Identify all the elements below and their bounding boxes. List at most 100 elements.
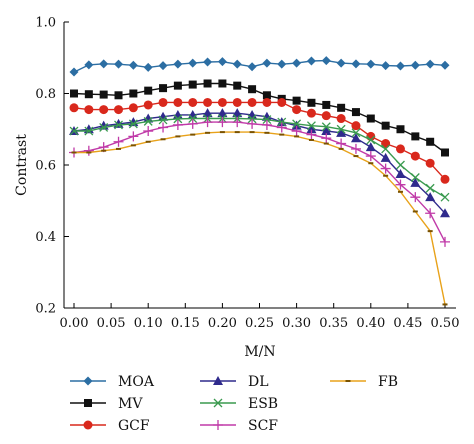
point-gcf-3 — [114, 105, 124, 115]
point-mv-11 — [233, 81, 242, 90]
point-mv-9 — [203, 79, 212, 88]
point-esb-6 — [158, 115, 168, 125]
point-dl-18 — [336, 127, 347, 137]
point-gcf-23 — [410, 151, 420, 161]
legend-label-esb: ESB — [248, 396, 278, 412]
point-scf-21 — [380, 163, 391, 174]
legend-item-fb: FB — [330, 374, 398, 390]
point-scf-13 — [261, 119, 272, 130]
point-fb-7 — [175, 135, 181, 138]
x-axis-label: M/N — [244, 344, 275, 360]
series-line-gcf — [73, 101, 446, 180]
series-mv — [70, 79, 449, 157]
point-esb-16 — [306, 121, 316, 131]
point-esb-15 — [292, 119, 302, 129]
point-fb-1 — [86, 151, 92, 154]
point-gcf-5 — [143, 100, 153, 110]
x-tick-label-3: 0.15 — [171, 316, 200, 331]
x-tick-label-7: 0.35 — [319, 316, 348, 331]
legend-label-gcf: GCF — [118, 418, 150, 434]
point-moa-14 — [277, 59, 287, 69]
point-gcf-1 — [84, 105, 94, 115]
x-ticks: 0.00 0.05 0.10 0.15 0.20 0.25 0.30 0.35 0.40 0.45… — [60, 303, 459, 331]
point-scf-23 — [410, 192, 421, 203]
point-moa-7 — [173, 59, 183, 69]
x-tick-label-9: 0.45 — [393, 316, 422, 331]
point-scf-6 — [158, 122, 169, 133]
legend-label-moa: MOA — [118, 374, 155, 390]
point-scf-22 — [395, 179, 406, 190]
point-mv-4 — [129, 89, 138, 98]
point-mv-21 — [381, 121, 390, 130]
point-gcf-24 — [425, 158, 435, 168]
point-mv-5 — [144, 86, 153, 95]
point-gcf-16 — [306, 108, 316, 118]
point-moa-12 — [247, 62, 257, 72]
point-moa-25 — [440, 60, 450, 70]
series-layer — [69, 56, 450, 306]
point-fb-14 — [279, 133, 285, 136]
point-moa-8 — [188, 58, 198, 68]
point-esb-17 — [321, 122, 331, 132]
point-fb-24 — [427, 230, 433, 233]
point-dl-5 — [143, 113, 154, 123]
point-gcf-18 — [336, 114, 346, 124]
legend-label-mv: MV — [118, 396, 143, 412]
x-tick-label-8: 0.40 — [356, 316, 385, 331]
point-mv-23 — [411, 132, 420, 141]
legend-marker-dl — [213, 376, 223, 385]
legend-item-dl: DL — [200, 374, 269, 390]
point-moa-6 — [158, 61, 168, 71]
series-fb — [71, 131, 448, 306]
point-gcf-6 — [158, 97, 168, 107]
x-tick-label-1: 0.05 — [97, 316, 126, 331]
point-fb-0 — [71, 151, 77, 154]
legend-marker-fb — [345, 380, 351, 382]
legend-item-esb: ESB — [200, 396, 278, 412]
point-gcf-4 — [128, 103, 138, 113]
point-dl-11 — [232, 108, 243, 118]
point-moa-17 — [321, 56, 331, 66]
point-gcf-9 — [203, 97, 213, 107]
y-tick-label-3: 0.8 — [35, 87, 56, 102]
x-tick-label-4: 0.20 — [208, 316, 237, 331]
point-moa-20 — [366, 59, 376, 69]
point-mv-8 — [188, 80, 197, 89]
point-gcf-25 — [440, 174, 450, 184]
point-gcf-15 — [292, 105, 302, 115]
point-esb-19 — [351, 128, 361, 138]
point-scf-19 — [350, 143, 361, 154]
point-mv-2 — [99, 90, 108, 99]
point-fb-10 — [219, 131, 225, 134]
series-moa — [69, 56, 450, 77]
point-fb-16 — [308, 138, 314, 141]
point-esb-2 — [99, 123, 109, 132]
point-fb-21 — [383, 174, 389, 177]
point-moa-18 — [336, 58, 346, 68]
point-mv-7 — [173, 81, 182, 90]
point-esb-1 — [84, 126, 94, 136]
point-dl-13 — [261, 111, 272, 121]
point-mv-12 — [248, 85, 257, 94]
point-mv-0 — [70, 89, 78, 98]
point-scf-11 — [232, 117, 243, 128]
point-fb-13 — [264, 131, 270, 134]
point-scf-16 — [306, 129, 317, 140]
point-scf-20 — [365, 151, 376, 162]
x-tick-label-5: 0.25 — [245, 316, 274, 331]
point-fb-3 — [116, 147, 122, 150]
point-fb-9 — [205, 131, 211, 134]
point-esb-21 — [381, 144, 391, 154]
point-gcf-11 — [232, 97, 242, 107]
point-scf-18 — [336, 138, 347, 149]
point-dl-21 — [380, 152, 391, 162]
point-moa-10 — [217, 57, 227, 67]
point-moa-13 — [262, 58, 272, 68]
point-dl-10 — [217, 108, 228, 118]
point-fb-5 — [145, 140, 151, 143]
point-esb-23 — [410, 173, 420, 182]
series-line-scf — [73, 121, 446, 243]
point-mv-18 — [337, 103, 346, 112]
point-moa-16 — [306, 56, 316, 66]
